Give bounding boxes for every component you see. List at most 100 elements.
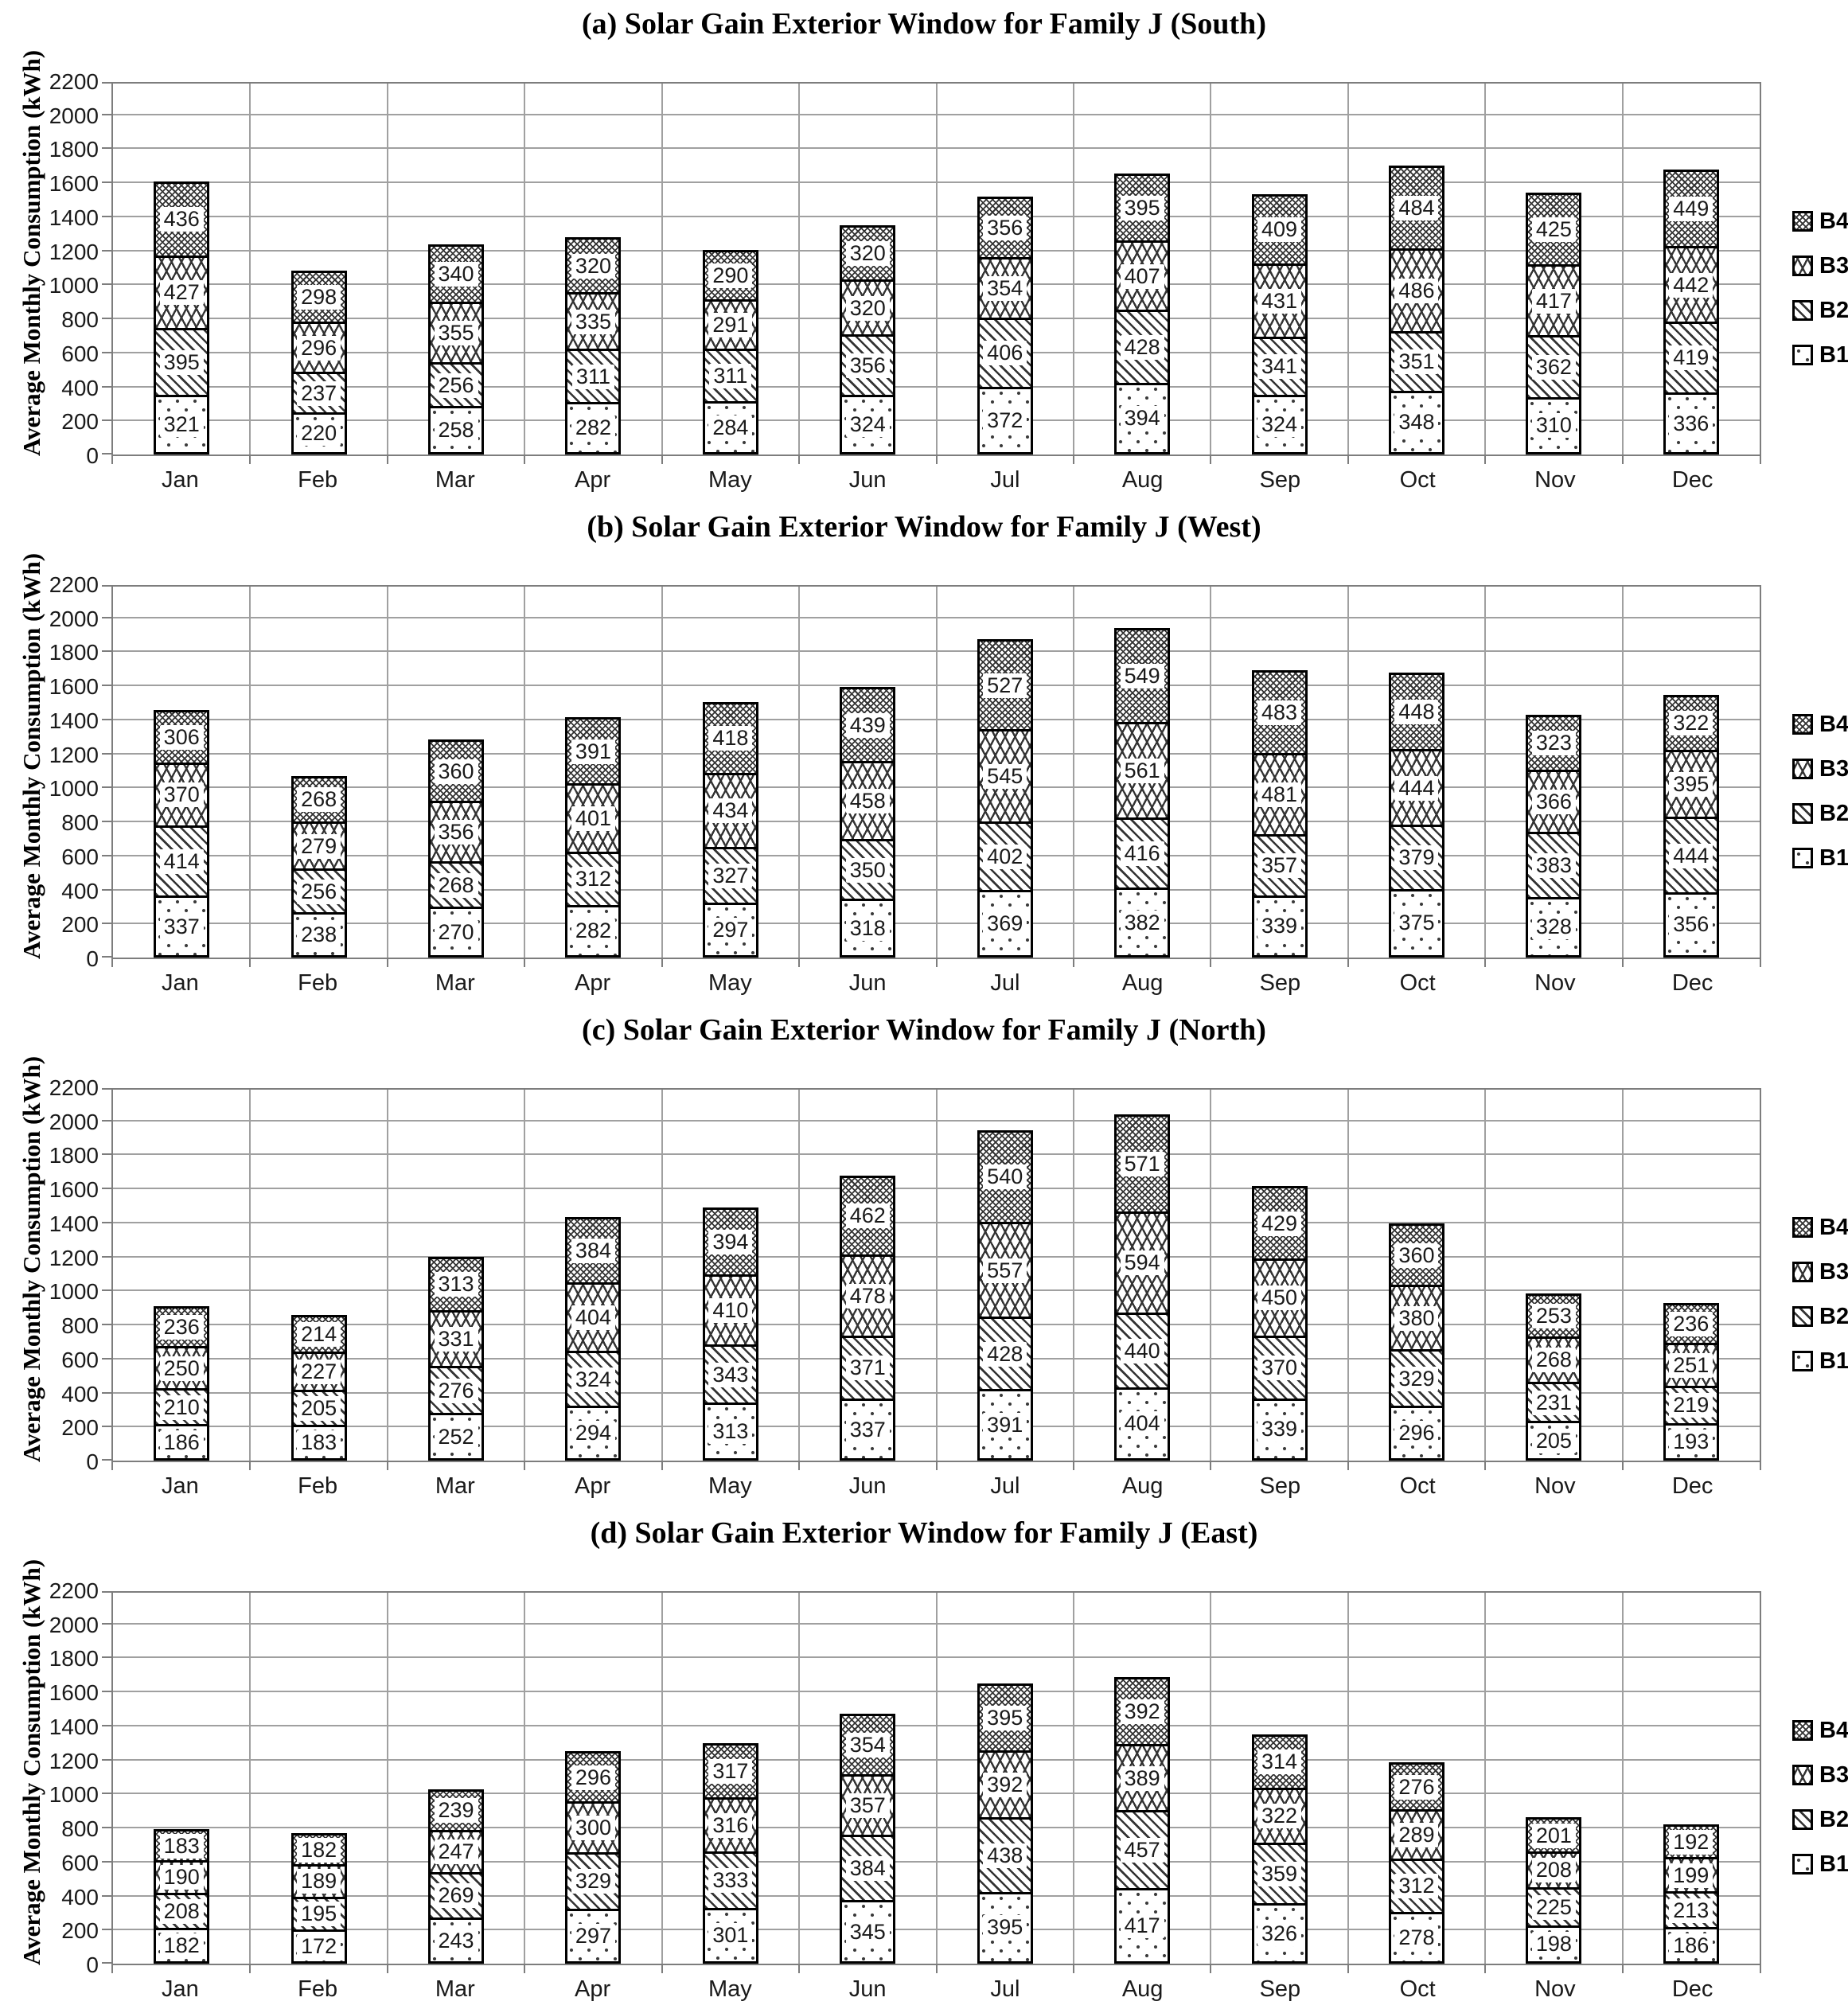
- y-tick-label: 2200: [49, 1075, 99, 1100]
- legend-label-b1: B1: [1819, 845, 1848, 871]
- x-tick-label-apr: Apr: [575, 1976, 611, 2002]
- bar-segment-b2: 256: [431, 365, 482, 408]
- x-tick-label-aug: Aug: [1121, 1473, 1164, 1499]
- x-tick-mark: [1621, 1461, 1624, 1470]
- bar-segment-b4: 314: [1253, 1736, 1305, 1790]
- gridline-vertical: [249, 587, 251, 958]
- value-label-b4: 356: [983, 216, 1027, 241]
- value-label-b3: 434: [708, 798, 753, 824]
- bar-oct: 278 312 289 276: [1388, 1762, 1444, 1964]
- bar-segment-b3: 370: [156, 764, 208, 828]
- x-tick-label-aug: Aug: [1121, 1976, 1164, 2002]
- bar-segment-b3: 594: [1117, 1213, 1168, 1315]
- legend-item-b2: B2: [1792, 298, 1848, 322]
- plot-area: 182 208 190 183 172 195 189 182 243 269 247 239 297 3…: [102, 1591, 1761, 1973]
- value-label-b4: 391: [571, 739, 615, 764]
- bar-segment-b1: 339: [1253, 897, 1305, 955]
- bar-oct: 348 351 486 484: [1388, 166, 1444, 454]
- bar-segment-b2: 357: [1253, 837, 1305, 898]
- x-tick-mark: [524, 958, 526, 967]
- bar-column-aug: 417 457 389 392: [1074, 1593, 1211, 1964]
- bar-segment-b1: 313: [704, 1405, 756, 1458]
- y-tick-mark: [102, 1255, 113, 1258]
- x-tick-label-jun: Jun: [848, 1473, 887, 1499]
- bar-column-may: 284 311 291 290: [662, 84, 799, 454]
- bar-column-jan: 321 395 427 436: [113, 84, 250, 454]
- bar-segment-b3: 289: [1390, 1812, 1442, 1861]
- value-label-b3: 392: [983, 1773, 1027, 1798]
- value-label-b3: 296: [297, 335, 341, 361]
- gridline-vertical: [1210, 84, 1212, 454]
- x-tick-label-jul: Jul: [990, 1976, 1020, 2002]
- x-tick-label-jan: Jan: [161, 467, 199, 493]
- legend-swatch-b1: [1792, 345, 1813, 365]
- y-tick-mark: [102, 650, 113, 653]
- x-tick-label-apr: Apr: [575, 970, 611, 996]
- bar-segment-b3: 331: [431, 1312, 482, 1369]
- gridline-vertical: [249, 1593, 251, 1964]
- x-tick-mark: [524, 1461, 526, 1470]
- gridline-vertical: [1484, 1593, 1487, 1964]
- y-tick-label: 1600: [49, 171, 99, 197]
- x-tick-mark: [798, 454, 801, 464]
- value-label-b3: 250: [159, 1356, 204, 1381]
- y-tick-label: 2000: [49, 103, 99, 128]
- value-label-b1: 278: [1394, 1925, 1439, 1950]
- value-label-b1: 284: [708, 415, 753, 441]
- value-label-b3: 486: [1394, 278, 1439, 303]
- y-tick-mark: [102, 1119, 113, 1122]
- bar-segment-b3: 320: [842, 282, 894, 337]
- x-tick-mark: [1484, 1461, 1487, 1470]
- y-tick-mark: [102, 1591, 113, 1593]
- bar-segment-b1: 220: [293, 415, 345, 452]
- value-label-b3: 478: [845, 1283, 890, 1309]
- value-label-b2: 402: [983, 845, 1027, 870]
- bar-jun: 324 356 320 320: [840, 225, 896, 454]
- x-tick-mark: [1760, 1964, 1761, 1973]
- bar-segment-b4: 360: [1390, 1226, 1442, 1288]
- value-label-b2: 444: [1669, 843, 1713, 868]
- bar-segment-b3: 227: [293, 1353, 345, 1393]
- value-label-b4: 276: [1394, 1774, 1439, 1800]
- x-tick-label-feb: Feb: [298, 1473, 338, 1499]
- y-tick-mark: [102, 1860, 113, 1863]
- bar-apr: 297 329 300 296: [565, 1750, 622, 1964]
- bar-segment-b4: 409: [1253, 196, 1305, 266]
- bar-column-jan: 186 210 250 236: [113, 1090, 250, 1461]
- value-label-b1: 318: [845, 915, 890, 941]
- chart-title: (a) Solar Gain Exterior Window for Famil…: [582, 7, 1266, 41]
- value-label-b1: 336: [1669, 411, 1713, 436]
- value-label-b3: 208: [1531, 1858, 1576, 1883]
- value-label-b4: 296: [571, 1765, 615, 1790]
- bar-column-jun: 324 356 320 320: [799, 84, 936, 454]
- bar-segment-b4: 182: [293, 1835, 345, 1867]
- value-label-b4: 384: [571, 1238, 615, 1263]
- bar-segment-b4: 394: [704, 1210, 756, 1278]
- value-label-b1: 220: [297, 421, 341, 446]
- bar-segment-b4: 320: [842, 228, 894, 283]
- bar-segment-b1: 282: [567, 907, 619, 955]
- bar-segment-b2: 324: [567, 1353, 619, 1409]
- y-tick-label: 800: [61, 810, 99, 836]
- bar-segment-b4: 391: [567, 719, 619, 786]
- bar-segment-b1: 394: [1117, 384, 1168, 452]
- value-label-b1: 301: [708, 1923, 753, 1949]
- bar-segment-b2: 210: [156, 1391, 208, 1427]
- bar-nov: 328 383 366 323: [1526, 714, 1582, 958]
- legend-swatch-b4: [1792, 211, 1813, 232]
- value-label-b2: 210: [159, 1395, 204, 1420]
- value-label-b2: 357: [1257, 853, 1302, 879]
- bar-nov: 198 225 208 201: [1526, 1817, 1582, 1964]
- y-tick-label: 1800: [49, 1646, 99, 1672]
- bar-column-jul: 395 438 392 395: [937, 1593, 1074, 1964]
- bar-segment-b3: 356: [431, 803, 482, 864]
- value-label-b4: 418: [708, 726, 753, 751]
- value-label-b4: 540: [983, 1164, 1027, 1190]
- bar-segment-b3: 392: [979, 1753, 1031, 1820]
- y-tick-label: 0: [86, 443, 99, 468]
- x-tick-mark: [1621, 454, 1624, 464]
- x-tick-label-sep: Sep: [1259, 1976, 1301, 2002]
- x-tick-mark: [386, 1461, 388, 1470]
- bar-segment-b1: 326: [1253, 1906, 1305, 1961]
- x-tick-mark: [1210, 958, 1212, 967]
